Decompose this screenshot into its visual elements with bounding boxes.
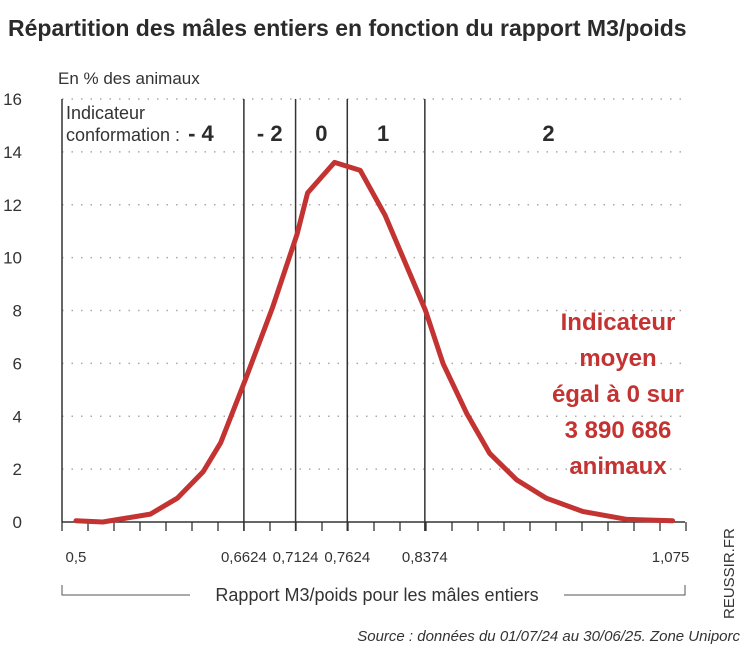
x-tick-label: 0,8374 <box>402 549 448 566</box>
y-tick-label: 6 <box>13 354 22 373</box>
y-tick-label: 8 <box>13 302 22 321</box>
y-tick-label: 12 <box>3 196 22 215</box>
class-label: 0 <box>315 121 327 146</box>
annotation-line: égal à 0 sur <box>552 381 684 408</box>
class-label: 2 <box>542 121 554 146</box>
credit-logo: REUSSIR.FR <box>721 528 738 619</box>
class-header-line1: Indicateur <box>66 103 145 123</box>
chart-title: Répartition des mâles entiers en fonctio… <box>8 15 687 41</box>
y-tick-label: 2 <box>13 460 22 479</box>
y-tick-label: 10 <box>3 249 22 268</box>
x-axis-label: Rapport M3/poids pour les mâles entiers <box>215 585 538 605</box>
x-tick-label: 0,5 <box>66 549 87 566</box>
class-label: - 2 <box>257 121 283 146</box>
x-tick-label: 0,7624 <box>324 549 370 566</box>
y-tick-label: 4 <box>13 407 22 426</box>
x-tick-label: 0,7124 <box>273 549 319 566</box>
x-axis-bracket <box>61 585 686 596</box>
class-label: - 4 <box>188 121 214 146</box>
distribution-line <box>73 159 676 525</box>
x-tick-label: 1,075 <box>652 549 690 566</box>
y-tick-label: 14 <box>3 143 22 162</box>
annotation-line: 3 890 686 <box>565 417 672 444</box>
class-header-line2: conformation : <box>66 125 180 145</box>
y-tick-label: 0 <box>13 513 22 532</box>
y-axis-label: En % des animaux <box>58 69 200 88</box>
annotation-line: animaux <box>569 453 667 480</box>
source-note: Source : données du 01/07/24 au 30/06/25… <box>357 628 740 645</box>
y-tick-label: 16 <box>3 90 22 109</box>
annotation-line: moyen <box>579 345 656 372</box>
x-tick-label: 0,6624 <box>221 549 267 566</box>
annotation-line: Indicateur <box>561 309 676 336</box>
class-label: 1 <box>377 121 389 146</box>
